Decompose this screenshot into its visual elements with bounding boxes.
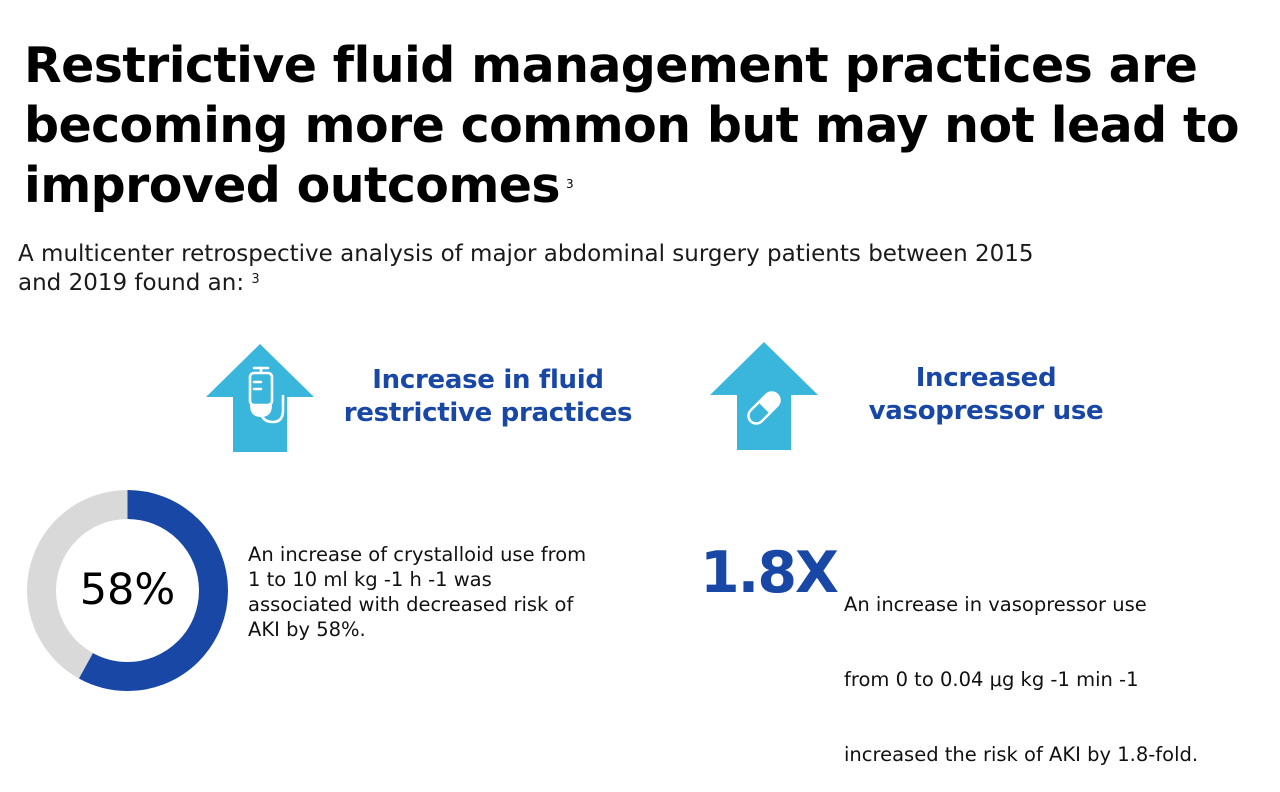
donut-fill-arc [27, 490, 228, 691]
feature-label-fluid-line-2: restrictive practices [343, 398, 633, 428]
donut-chart [27, 490, 228, 691]
arrow-shape [206, 344, 314, 452]
vasopressor-stat-line: increased the risk of AKI by 1.8-fold. [844, 743, 1199, 766]
iv-bag-fluid [250, 405, 272, 417]
vasopressor-stat-line: from 0 to 0.04 μg kg -1 min -1 [844, 668, 1139, 691]
intro-line-1: A multicenter retrospective analysis of … [18, 241, 1034, 267]
page-title-text: Restrictive fluid management practices a… [24, 37, 1240, 214]
feature-label-vasopressor-line-2: vasopressor use [868, 396, 1104, 426]
feature-label-fluid-line-1: Increase in fluid [372, 365, 604, 395]
page-title: Restrictive fluid management practices a… [24, 36, 1274, 216]
pill-capsule-arrow-up-icon [710, 342, 818, 450]
iv-bag-arrow-up-icon [206, 344, 314, 452]
intro-paragraph: A multicenter retrospective analysis of … [18, 240, 1218, 298]
crystalloid-stat-line: AKI by 58%. [248, 618, 366, 641]
feature-label-vasopressor-line-1: Increased [915, 363, 1057, 393]
intro-reference: 3 [251, 272, 260, 287]
crystalloid-stat-text: An increase of crystalloid use from 1 to… [248, 542, 586, 642]
vasopressor-stat-line: An increase in vasopressor use [844, 593, 1147, 616]
vasopressor-multiplier: 1.8X [700, 540, 839, 606]
vasopressor-stat-text: An increase in vasopressor use from 0 to… [844, 542, 1198, 792]
intro-line-2: and 2019 found an: [18, 270, 245, 296]
feature-label-fluid: Increase in fluid restrictive practices [320, 364, 656, 430]
title-reference: 3 [566, 177, 574, 191]
feature-label-vasopressor: Increased vasopressor use [846, 362, 1126, 428]
crystalloid-stat-line: associated with decreased risk of [248, 593, 574, 616]
pill-capsule-glyph [747, 391, 781, 425]
donut-value-label: 58% [79, 565, 176, 615]
crystalloid-stat-line: 1 to 10 ml kg -1 h -1 was [248, 568, 492, 591]
crystalloid-stat-line: An increase of crystalloid use from [248, 543, 587, 566]
